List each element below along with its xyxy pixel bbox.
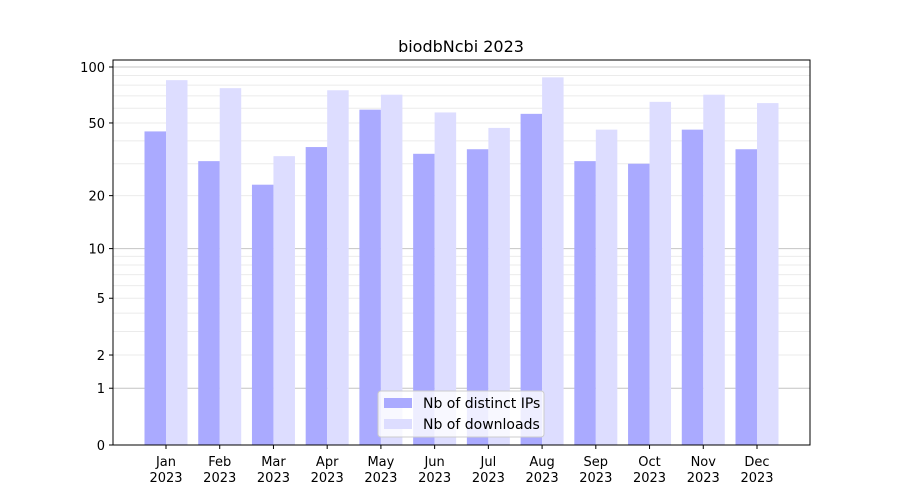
bar-distinct-ips [681,129,704,445]
y-tick-label: 0 [97,439,105,454]
x-tick-label: 2023 [472,471,505,486]
x-tick-label: 2023 [364,471,397,486]
y-tick-label: 50 [88,117,105,132]
bar-distinct-ips [198,161,220,446]
x-tick-label: 2023 [526,471,559,486]
x-tick-label: 2023 [203,471,236,486]
bar-distinct-ips [520,113,543,446]
x-tick-label: 2023 [257,471,290,486]
bar-downloads [542,77,564,445]
bar-downloads [757,103,779,445]
bar-downloads [327,90,349,445]
bar-downloads [219,88,242,445]
y-tick-label: 1 [97,382,105,397]
bar-downloads [488,127,510,445]
y-axis: 0 1 2 5 10 20 50 100 [80,61,113,454]
bar-distinct-ips [413,153,435,445]
y-tick-label: 100 [80,61,105,76]
x-tick-label: 2023 [418,471,451,486]
x-tick-label: Dec [744,455,769,470]
bar-downloads [380,94,403,446]
x-tick-label: 2023 [633,471,666,486]
bar-downloads [434,112,457,446]
y-tick-label: 20 [88,190,105,205]
bar-distinct-ips [251,184,274,446]
legend-swatch-downloads [384,419,412,429]
bar-downloads [703,94,725,446]
x-tick-label: May [367,455,394,470]
x-tick-label: 2023 [579,471,612,486]
x-tick-label: Nov [691,455,717,470]
bar-downloads [595,129,618,445]
x-tick-label: Jan [155,455,176,470]
x-tick-label: Jun [423,455,444,470]
bar-distinct-ips [574,161,596,446]
x-tick-label: Feb [208,455,231,470]
y-tick-label: 10 [88,243,105,258]
bar-downloads [273,156,295,445]
bar-distinct-ips [466,149,489,446]
legend-label-downloads: Nb of downloads [423,417,540,433]
legend-box [377,390,545,438]
x-axis: Jan2023Feb2023Mar2023Apr2023May2023Jun20… [149,445,774,486]
bar-distinct-ips [359,109,381,445]
bar-distinct-ips [305,147,328,445]
bar-distinct-ips [628,163,650,445]
x-tick-label: Apr [316,455,339,470]
x-tick-label: 2023 [311,471,344,486]
bars [144,77,779,446]
x-tick-label: Aug [529,455,554,470]
x-tick-label: 2023 [687,471,720,486]
bar-distinct-ips [735,149,757,446]
x-tick-label: 2023 [149,471,182,486]
chart-title: biodbNcbi 2023 [398,37,524,56]
y-tick-label: 5 [97,292,105,307]
bar-downloads [166,80,188,445]
y-tick-label: 2 [97,349,105,364]
x-tick-label: Sep [584,455,609,470]
x-tick-label: Mar [261,455,286,470]
bar-downloads [649,101,672,445]
x-tick-label: Oct [638,455,660,470]
legend: Nb of distinct IPs Nb of downloads [377,390,545,438]
bar-distinct-ips [144,131,166,445]
legend-swatch-ips [384,398,412,408]
x-tick-label: 2023 [740,471,773,486]
x-tick-label: Jul [480,455,497,470]
plot-frame [112,59,811,446]
legend-label-ips: Nb of distinct IPs [423,396,540,412]
